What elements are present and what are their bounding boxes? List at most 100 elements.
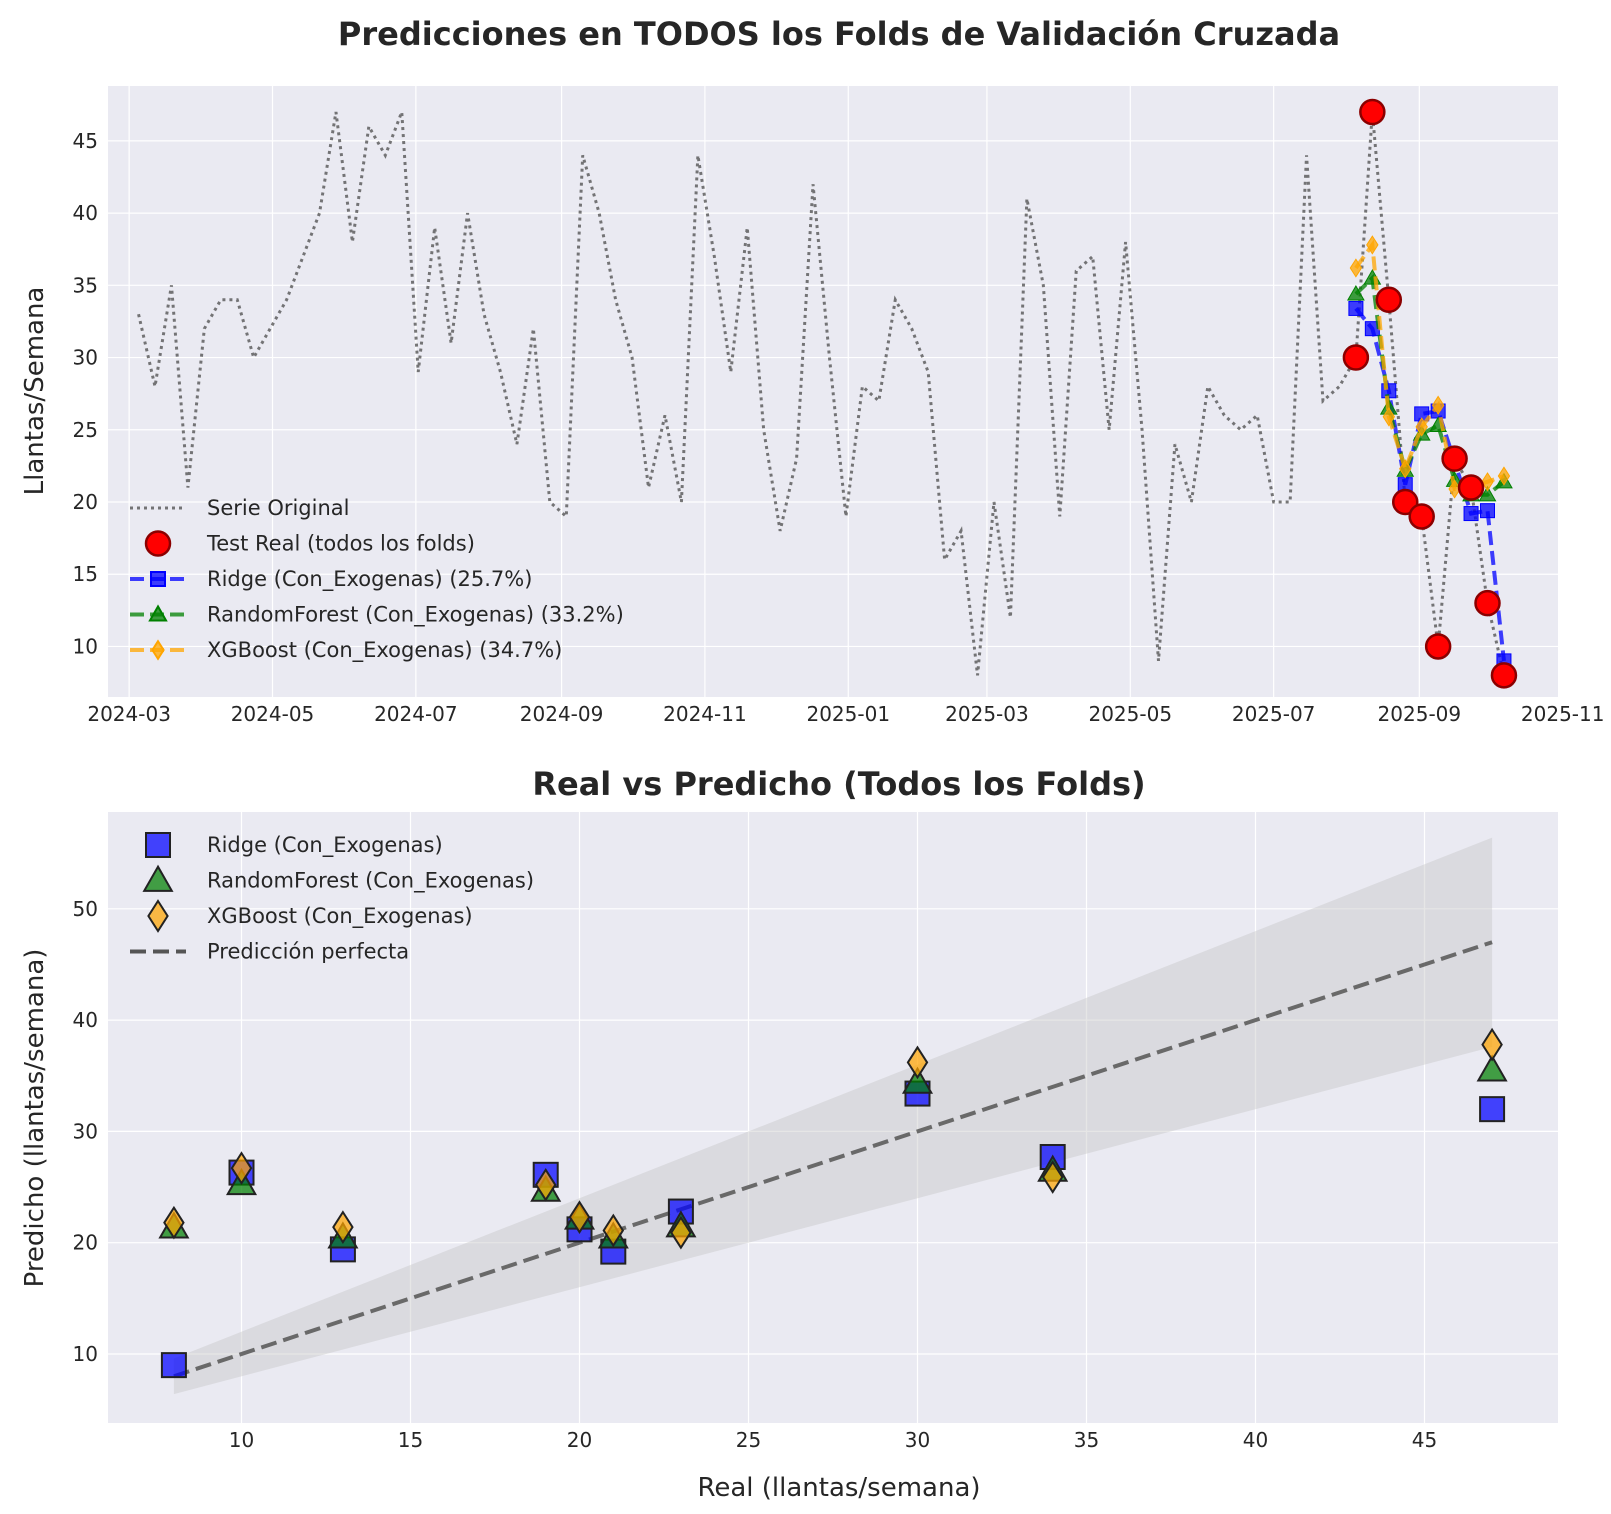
y-tick-label: 35: [73, 273, 98, 297]
y-axis-ticks: 10 15 20 25 30 35 40 45: [73, 129, 98, 659]
data-point: [1348, 300, 1364, 316]
legend-marker: [147, 899, 169, 933]
y-axis-label: Predicho (llantas/semana): [20, 949, 50, 1288]
series-layer: [158, 837, 1508, 1395]
y-tick-label: 10: [73, 1342, 98, 1366]
data-point: [1481, 472, 1494, 492]
perfect-prediction-line: [173, 940, 1493, 1379]
x-tick-label: 2025-11: [1521, 702, 1605, 726]
y-axis-ticks: 10 20 30 40 50: [73, 897, 98, 1366]
x-tick-label: 2025-01: [806, 702, 890, 726]
x-tick-label: 2025-03: [945, 702, 1029, 726]
data-point: [1415, 417, 1428, 437]
legend-label: RandomForest (Con_Exogenas) (33.2%): [207, 603, 624, 628]
y-tick-label: 40: [73, 1008, 98, 1032]
y-axis-label: Llantas/Semana: [20, 287, 50, 496]
data-point: [568, 1200, 591, 1234]
data-point: [1382, 407, 1395, 427]
scatter-chart: Real vs Predicho (Todos los Folds) 10 15 2…: [20, 765, 1558, 1503]
tolerance-band: [173, 837, 1493, 1395]
x-tick-label: 35: [1074, 1428, 1099, 1452]
y-tick-label: 10: [73, 634, 98, 658]
legend-label: Serie Original: [207, 496, 350, 520]
x-axis-ticks: 10 15 20 25 30 35 40 45: [229, 1428, 1437, 1452]
data-point: [1481, 1027, 1503, 1062]
data-point: [901, 1066, 934, 1094]
data-point: [602, 1213, 625, 1248]
y-tick-label: 15: [73, 562, 98, 586]
x-tick-label: 2025-09: [1378, 702, 1462, 726]
data-point-real: [1424, 633, 1452, 660]
legend-item: XGBoost (Con_Exogenas) (34.7%): [130, 638, 562, 663]
x-tick-label: 2024-05: [231, 702, 315, 726]
legend-item: RandomForest (Con_Exogenas): [142, 864, 534, 894]
data-point: [906, 1045, 929, 1080]
y-tick-label: 50: [73, 897, 98, 921]
legend-item: Ridge (Con_Exogenas): [145, 832, 443, 858]
data-point: [160, 1352, 187, 1379]
data-point-real: [1375, 286, 1403, 314]
x-tick-label: 25: [736, 1428, 761, 1452]
plot-area: [108, 812, 1558, 1423]
chart-title: Predicciones en TODOS los Folds de Valid…: [338, 15, 1340, 53]
data-point: [1349, 258, 1363, 278]
legend-marker: [148, 604, 168, 622]
legend-item: Ridge (Con_Exogenas) (25.7%): [130, 567, 532, 592]
data-point: [1366, 235, 1379, 255]
legend-item: RandomForest (Con_Exogenas) (33.2%): [130, 603, 624, 628]
data-point: [230, 1151, 253, 1185]
data-point: [332, 1210, 354, 1244]
data-point: [670, 1215, 692, 1250]
legend-label: Ridge (Con_Exogenas) (25.7%): [207, 567, 532, 592]
legend-marker: [150, 571, 166, 587]
legend-item: Serie Original: [130, 496, 350, 520]
legend: Ridge (Con_Exogenas) RandomForest (Con_Ex…: [130, 832, 534, 964]
data-point-real: [1408, 503, 1435, 530]
legend-label: Test Real (todos los folds): [206, 532, 475, 556]
x-axis-ticks: 2024-03 2024-05 2024-07 2024-09 2024-11 2025-…: [87, 702, 1604, 726]
x-tick-label: 2024-11: [663, 702, 747, 726]
y-tick-label: 25: [73, 418, 98, 442]
legend: Serie Original Test Real (todos los folds…: [130, 496, 624, 663]
legend-label: Ridge (Con_Exogenas): [207, 833, 443, 858]
legend-marker: [142, 864, 174, 892]
data-point: [1479, 503, 1495, 519]
y-tick-label: 45: [73, 129, 98, 153]
legend-marker: [151, 639, 165, 661]
legend-item: Predicción perfecta: [130, 940, 409, 964]
series-layer: [137, 98, 1518, 689]
data-point: [1346, 284, 1365, 301]
plot-area: [108, 86, 1558, 697]
legend-label: Predicción perfecta: [207, 940, 409, 964]
x-tick-label: 2024-03: [87, 702, 171, 726]
legend-label: RandomForest (Con_Exogenas): [207, 869, 534, 894]
x-tick-label: 2025-05: [1088, 702, 1172, 726]
time-series-chart: Predicciones en TODOS los Folds de Valid…: [20, 15, 1604, 726]
data-point-real: [1359, 98, 1386, 126]
data-point-real: [1342, 344, 1370, 371]
y-tick-label: 30: [73, 1119, 98, 1143]
data-point-real: [1490, 662, 1518, 689]
x-axis-label: Real (llantas/semana): [697, 1473, 980, 1503]
x-tick-label: 30: [905, 1428, 930, 1452]
x-tick-label: 2025-07: [1232, 702, 1316, 726]
x-tick-label: 20: [567, 1428, 592, 1452]
y-tick-label: 20: [73, 1231, 98, 1255]
data-point: [1479, 1096, 1506, 1123]
y-tick-label: 40: [73, 201, 98, 225]
legend-label: XGBoost (Con_Exogenas): [207, 904, 473, 929]
data-point: [1431, 395, 1445, 415]
gridlines: [108, 86, 1564, 697]
data-point-real: [1441, 445, 1468, 472]
legend-label: XGBoost (Con_Exogenas) (34.7%): [207, 638, 562, 663]
legend-swatch: [144, 530, 172, 557]
data-point-real: [1474, 589, 1501, 617]
data-point: [1399, 459, 1412, 479]
data-point: [1041, 1160, 1064, 1194]
data-point-real: [1457, 474, 1485, 501]
data-point: [1463, 506, 1479, 522]
x-tick-label: 40: [1243, 1428, 1268, 1452]
data-point: [1497, 466, 1511, 486]
y-tick-label: 30: [73, 346, 98, 370]
